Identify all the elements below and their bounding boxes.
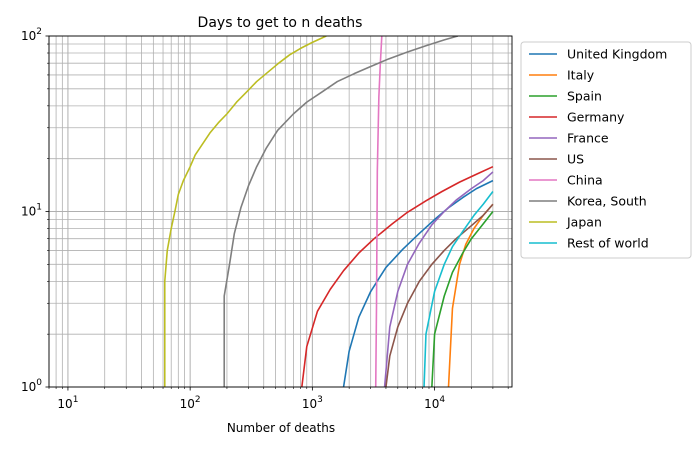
chart-title: Days to get to n deaths xyxy=(198,15,363,31)
x-tick-labels: 101 102 103 104 xyxy=(57,395,445,411)
legend-label-united-kingdom: United Kingdom xyxy=(567,47,667,62)
x-tick-label: 104 xyxy=(424,395,445,411)
series-layer xyxy=(163,36,494,387)
y-tick-label: 100 xyxy=(21,378,42,394)
series-line-us xyxy=(385,203,494,387)
y-tick-label: 102 xyxy=(21,27,42,43)
x-tick-label: 101 xyxy=(57,395,78,411)
legend-label-france: France xyxy=(567,131,609,146)
y-tick-label: 101 xyxy=(21,203,42,219)
legend-label-rest-of-world: Rest of world xyxy=(567,236,649,251)
series-line-france xyxy=(383,171,494,387)
legend-label-china: China xyxy=(567,173,603,188)
grid xyxy=(48,35,512,388)
x-tick-label: 103 xyxy=(302,395,323,411)
x-tick-label: 102 xyxy=(180,395,201,411)
x-axis-label: Number of deaths xyxy=(227,421,335,435)
y-tick-labels: 100 101 102 xyxy=(21,27,42,394)
series-line-united-kingdom xyxy=(342,179,494,387)
series-line-spain xyxy=(431,211,494,387)
legend-label-italy: Italy xyxy=(567,68,595,83)
legend-frame xyxy=(520,41,692,259)
ticks xyxy=(45,35,509,391)
series-line-china xyxy=(374,36,383,387)
series-line-korea-south xyxy=(223,36,459,387)
series-line-rest-of-world xyxy=(423,191,494,387)
series-line-germany xyxy=(301,165,494,387)
legend-label-us: US xyxy=(567,152,584,167)
legend-label-germany: Germany xyxy=(567,110,625,125)
legend: United Kingdom Italy Spain Germany France US C… xyxy=(520,41,692,259)
legend-label-japan: Japan xyxy=(566,215,602,230)
series-line-japan xyxy=(163,36,327,387)
legend-label-korea-south: Korea, South xyxy=(567,194,647,209)
legend-label-spain: Spain xyxy=(567,89,602,104)
